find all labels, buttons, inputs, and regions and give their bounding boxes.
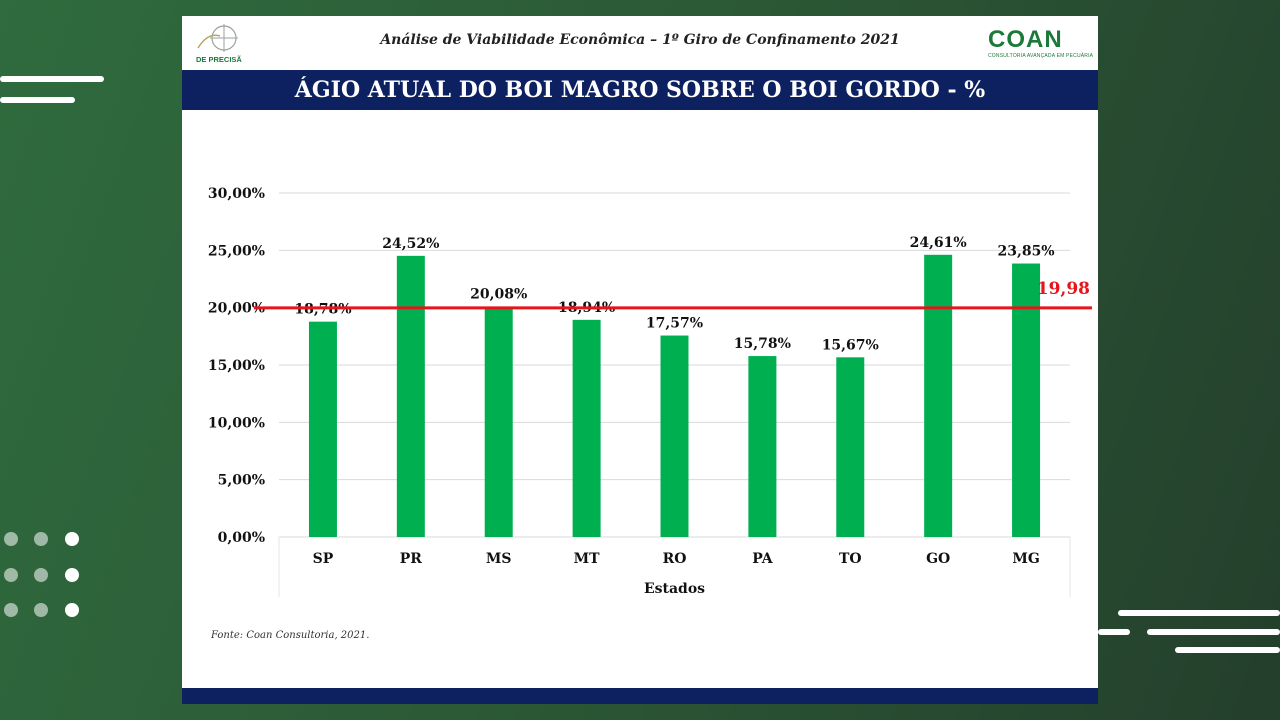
bar [396, 255, 425, 537]
logo-left-text: DE PRECISÃO [196, 55, 242, 64]
decorative-line [1098, 629, 1130, 635]
slide: DE PRECISÃO Análise de Viabilidade Econô… [182, 16, 1098, 704]
x-tick-label: MT [574, 551, 600, 567]
logo-left-mark: DE PRECISÃO [196, 24, 248, 64]
logo-right: COAN CONSULTORIA AVANÇADA EM PECUÁRIA [988, 26, 1094, 64]
data-label: 18,78% [294, 302, 351, 318]
bar [836, 357, 865, 537]
decorative-dot [65, 603, 79, 617]
decorative-line [0, 76, 104, 82]
logo-left: DE PRECISÃO [194, 24, 248, 64]
bar [484, 306, 513, 537]
x-tick-label: GO [926, 551, 950, 567]
decorative-dot [34, 532, 48, 546]
bar [308, 321, 337, 537]
x-axis-title: Estados [644, 581, 705, 597]
x-tick-label: MS [486, 551, 512, 567]
decorative-line [1175, 647, 1280, 653]
decorative-line [0, 97, 75, 103]
bar [1012, 263, 1041, 537]
reference-line-label: 19,98 [1037, 279, 1090, 299]
x-tick-label: TO [839, 551, 862, 567]
data-label: 17,57% [646, 316, 703, 332]
decorative-dot [4, 568, 18, 582]
bar-chart: 0,00% 5,00% 10,00% 15,00% 20,00% 25,00% 30,00%… [208, 186, 1092, 597]
bar [660, 335, 689, 537]
logo-right-text: COAN [988, 26, 1063, 53]
slide-header: DE PRECISÃO Análise de Viabilidade Econô… [182, 16, 1098, 70]
bar [924, 254, 953, 537]
y-tick-label: 0,00% [218, 530, 265, 546]
logo-right-subtitle: CONSULTORIA AVANÇADA EM PECUÁRIA [988, 53, 1094, 59]
data-label: 15,67% [822, 337, 879, 353]
x-tick-label: SP [313, 551, 334, 567]
decorative-dot [34, 603, 48, 617]
decorative-dot [4, 532, 18, 546]
y-tick-label: 25,00% [208, 243, 265, 259]
data-label: 24,61% [910, 235, 967, 251]
source-note: Fonte: Coan Consultoria, 2021. [211, 630, 370, 641]
x-tick-label: PA [752, 551, 774, 567]
y-tick-label: 15,00% [208, 358, 265, 374]
bar [572, 319, 601, 537]
y-tick-label: 5,00% [218, 473, 265, 489]
x-tick-label: RO [663, 551, 687, 567]
footer-bar [182, 688, 1098, 704]
bar [748, 356, 777, 537]
x-tick-label: MG [1012, 551, 1039, 567]
data-label: 20,08% [470, 287, 527, 303]
header-title: Análise de Viabilidade Econômica – 1º Gi… [380, 32, 900, 48]
data-label: 23,85% [997, 244, 1054, 260]
decorative-dot [4, 603, 18, 617]
chart-title-bar: ÁGIO ATUAL DO BOI MAGRO SOBRE O BOI GORD… [182, 70, 1098, 110]
decorative-dot [65, 568, 79, 582]
decorative-dot [65, 532, 79, 546]
y-tick-label: 10,00% [208, 415, 265, 431]
x-tick-label: PR [400, 551, 423, 567]
y-tick-label: 30,00% [208, 186, 265, 202]
data-label: 24,52% [382, 236, 439, 252]
y-tick-label: 20,00% [208, 301, 265, 317]
decorative-dot [34, 568, 48, 582]
decorative-line [1147, 629, 1280, 635]
decorative-line [1118, 610, 1280, 616]
data-label: 15,78% [734, 336, 791, 352]
